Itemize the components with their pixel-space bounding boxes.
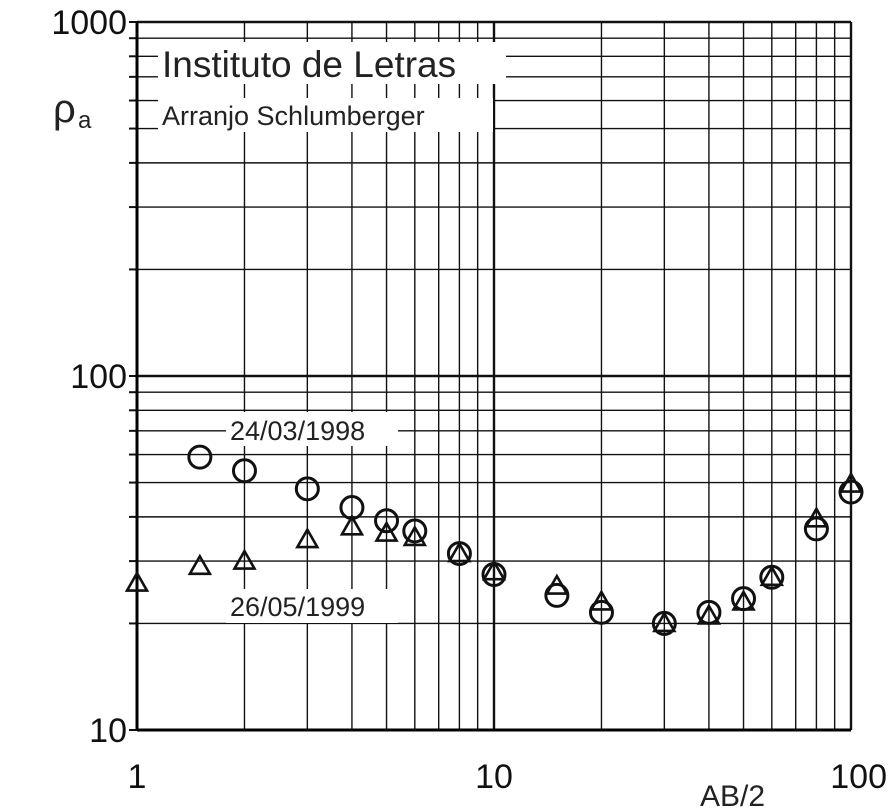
circle-marker (187, 444, 213, 470)
y-tick-label: 1000 (51, 4, 127, 42)
triangle-marker (232, 548, 257, 570)
series-label-1998: 24/03/1998 (230, 416, 365, 446)
circle-marker (402, 518, 428, 544)
triangle-marker (187, 553, 213, 576)
triangle-marker (339, 514, 365, 536)
chart-subtitle: Arranjo Schlumberger (162, 101, 425, 131)
grid (129, 20, 853, 731)
axes (135, 22, 851, 732)
triangle-marker (544, 573, 570, 595)
triangle-marker (402, 524, 428, 547)
circle-marker (374, 508, 400, 534)
series-label-1999: 26/05/1999 (230, 592, 365, 622)
triangle-marker (481, 559, 507, 581)
x-tick-label: 1 (128, 758, 147, 796)
triangle-marker (838, 471, 864, 493)
chart-title: Instituto de Letras (162, 44, 456, 85)
circle-marker (588, 599, 614, 625)
triangle-marker (124, 570, 150, 592)
circle-marker (803, 516, 829, 542)
triangle-marker (295, 526, 320, 549)
triangle-marker (759, 564, 785, 587)
triangle-marker (374, 520, 399, 542)
triangle-marker (652, 610, 677, 633)
series-2-markers (124, 471, 864, 633)
triangle-marker (804, 506, 829, 528)
triangle-marker (696, 603, 722, 625)
circle-marker (294, 476, 320, 502)
y-axis-label: ρ a (50, 87, 106, 138)
y-axis-label-subscript: a (78, 107, 92, 134)
y-tick-label: 10 (89, 712, 127, 750)
x-axis-label: AB/2 (700, 780, 765, 809)
chart-title-group: Instituto de Letras Arranjo Schlumberger (158, 42, 506, 132)
triangle-marker (447, 540, 472, 563)
series-label-group: 24/03/1998 26/05/1999 (226, 412, 398, 623)
circle-marker (231, 458, 257, 484)
circle-marker (544, 582, 570, 608)
triangle-marker (731, 589, 756, 611)
data-markers (124, 444, 864, 636)
x-tick-label: 100 (830, 758, 887, 796)
x-tick-label: 10 (475, 758, 513, 796)
y-axis-label-main: ρ (53, 87, 76, 131)
y-tick-label: 100 (70, 358, 127, 396)
triangle-marker (589, 589, 614, 611)
x-axis-label-group: AB/2 (695, 776, 805, 809)
